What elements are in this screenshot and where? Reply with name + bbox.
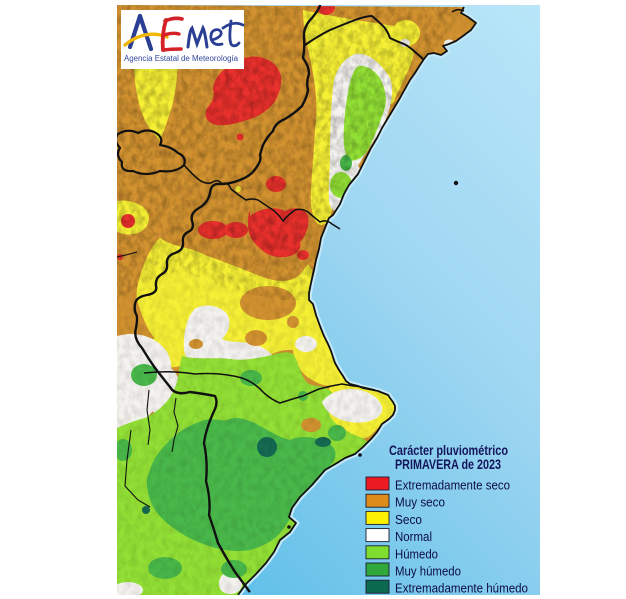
svg-text:Húmedo: Húmedo xyxy=(395,547,438,561)
svg-text:Muy seco: Muy seco xyxy=(395,496,445,510)
svg-text:Normal: Normal xyxy=(395,530,432,544)
svg-text:Seco: Seco xyxy=(395,513,422,527)
svg-text:PRIMAVERA de 2023: PRIMAVERA de 2023 xyxy=(395,456,501,472)
svg-text:Agencia Estatal de Meteorologí: Agencia Estatal de Meteorología xyxy=(124,54,239,63)
svg-text:Muy húmedo: Muy húmedo xyxy=(395,565,461,579)
svg-text:Carácter pluviométrico: Carácter pluviométrico xyxy=(389,442,508,458)
svg-text:Extremadamente húmedo: Extremadamente húmedo xyxy=(395,582,528,596)
svg-text:Extremadamente seco: Extremadamente seco xyxy=(395,479,510,493)
